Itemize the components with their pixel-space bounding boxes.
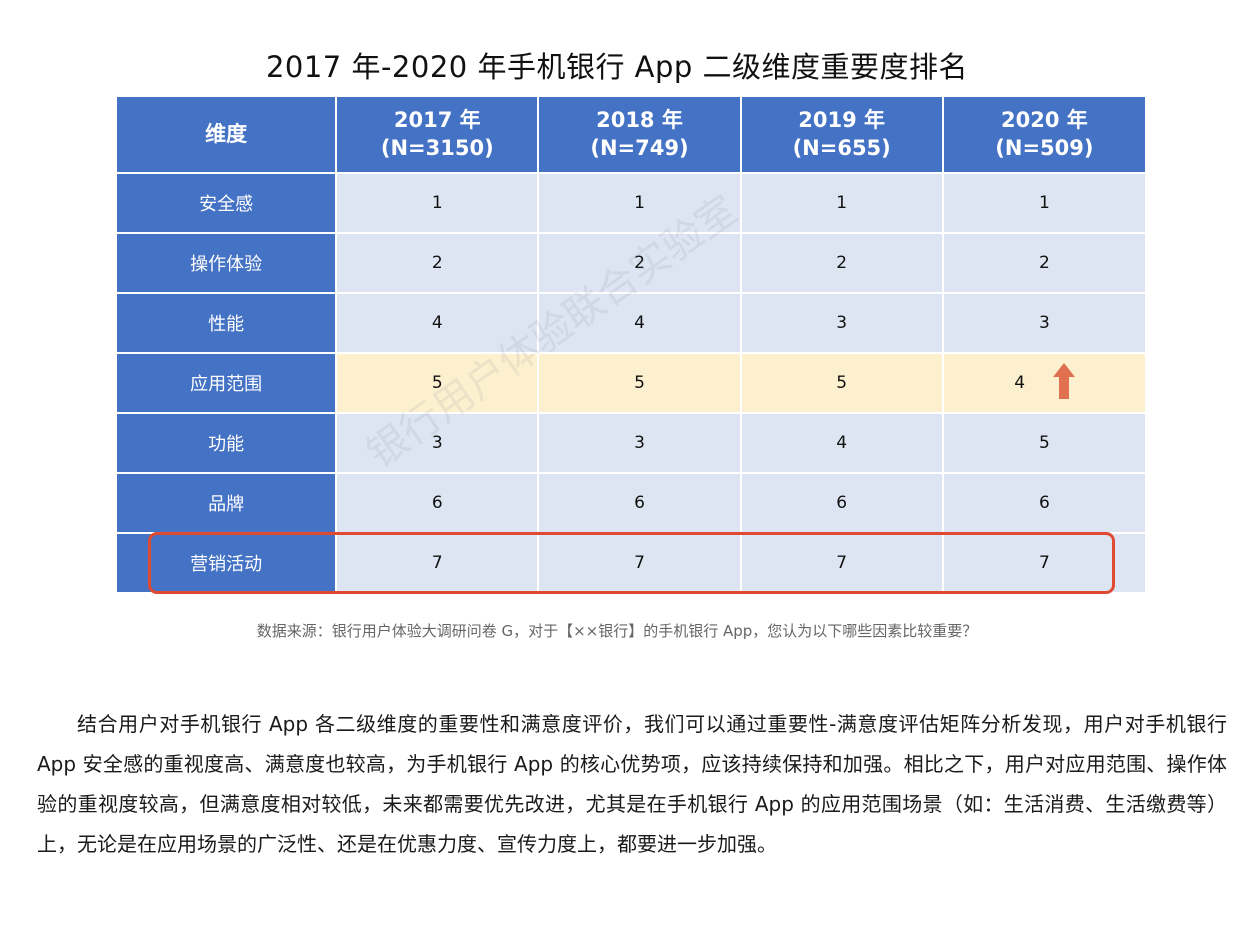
table-row-highlighted: 应用范围 5 5 5 4 (117, 353, 1145, 414)
rank-cell: 6 (740, 473, 944, 534)
table-row: 品牌 6 6 6 6 (117, 473, 1145, 534)
rank-cell: 5 (942, 413, 1145, 474)
rank-cell: 5 (538, 353, 742, 414)
rank-cell: 2 (336, 233, 540, 294)
rank-cell: 1 (740, 173, 944, 234)
rank-cell: 7 (538, 533, 742, 592)
rank-cell: 6 (942, 473, 1145, 534)
table-title: 2017 年-2020 年手机银行 App 二级维度重要度排名 (265, 50, 969, 84)
rank-cell: 5 (336, 353, 540, 414)
rank-cell-with-trend: 4 (942, 353, 1145, 414)
analysis-paragraph: 结合用户对手机银行 App 各二级维度的重要性和满意度评价，我们可以通过重要性-… (37, 712, 1227, 856)
rank-cell: 3 (740, 293, 944, 354)
rank-cell: 1 (942, 173, 1145, 234)
rank-cell: 4 (538, 293, 742, 354)
header-sample-size: (N=3150) (380, 135, 494, 160)
rank-cell: 2 (538, 233, 742, 294)
rank-cell: 3 (538, 413, 742, 474)
header-dimension: 维度 (117, 97, 338, 174)
importance-ranking-table: 维度 2017 年 (N=3150) 2018 年 (N=749) 2019 年… (117, 97, 1145, 592)
rank-cell: 4 (336, 293, 540, 354)
rank-cell: 2 (740, 233, 944, 294)
header-year-2017: 2017 年 (N=3150) (336, 97, 540, 174)
row-dimension-label: 操作体验 (117, 233, 338, 294)
table-row: 安全感 1 1 1 1 (117, 173, 1145, 234)
rank-cell: 7 (336, 533, 540, 592)
table-row: 性能 4 4 3 3 (117, 293, 1145, 354)
rank-cell: 6 (538, 473, 742, 534)
rank-value: 4 (1014, 373, 1026, 393)
highlight-box-marketing-row (148, 532, 1115, 594)
rank-cell: 1 (538, 173, 742, 234)
table-row: 功能 3 3 4 5 (117, 413, 1145, 474)
row-dimension-label: 营销活动 (117, 533, 338, 592)
row-dimension-label: 品牌 (117, 473, 338, 534)
header-year-label: 2019 年 (798, 108, 886, 133)
rank-cell: 3 (336, 413, 540, 474)
header-sample-size: (N=749) (590, 135, 689, 160)
header-year-2019: 2019 年 (N=655) (740, 97, 944, 174)
row-dimension-label: 功能 (117, 413, 338, 474)
header-year-label: 2018 年 (596, 108, 683, 133)
header-year-2020: 2020 年 (N=509) (942, 97, 1145, 174)
rank-cell: 7 (740, 533, 944, 592)
rank-cell: 6 (336, 473, 540, 534)
header-year-2018: 2018 年 (N=749) (538, 97, 742, 174)
rank-cell: 3 (942, 293, 1145, 354)
data-source-note: 数据来源：银行用户体验大调研问卷 G，对于【××银行】的手机银行 App，您认为… (256, 622, 978, 640)
up-arrow-icon (1052, 363, 1075, 399)
row-dimension-label: 安全感 (117, 173, 338, 234)
header-sample-size: (N=655) (792, 135, 891, 160)
row-dimension-label: 性能 (117, 293, 338, 354)
header-year-label: 2017 年 (393, 108, 481, 133)
rank-cell: 2 (942, 233, 1145, 294)
table-row: 营销活动 7 7 7 7 (117, 533, 1145, 592)
row-dimension-label: 应用范围 (117, 353, 338, 414)
header-year-label: 2020 年 (1001, 108, 1088, 133)
table-row: 操作体验 2 2 2 2 (117, 233, 1145, 294)
rank-cell: 1 (336, 173, 540, 234)
rank-cell: 4 (740, 413, 944, 474)
table-header-row: 维度 2017 年 (N=3150) 2018 年 (N=749) 2019 年… (117, 97, 1145, 174)
rank-cell: 5 (740, 353, 944, 414)
header-sample-size: (N=509) (995, 135, 1094, 160)
rank-cell: 7 (942, 533, 1145, 592)
